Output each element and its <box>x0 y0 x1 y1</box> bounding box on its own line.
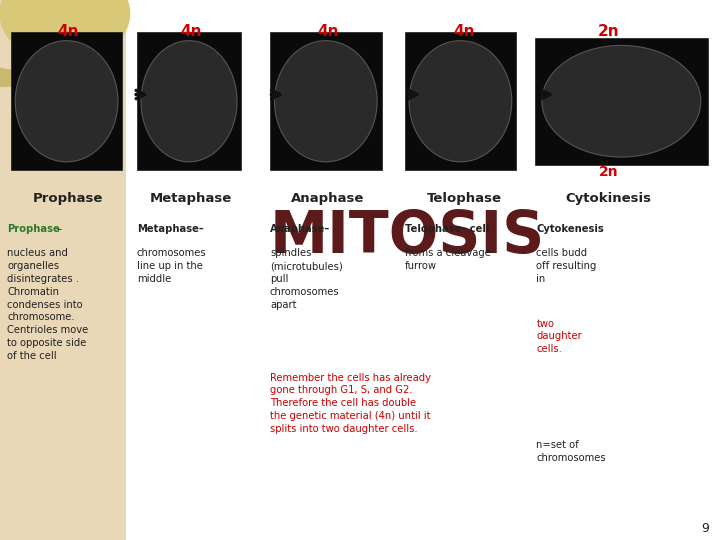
Text: Remember the cells has already
gone through G1, S, and G2.
Therefore the cell ha: Remember the cells has already gone thro… <box>270 373 431 434</box>
Text: cells budd
off resulting
in: cells budd off resulting in <box>536 248 597 284</box>
Text: spindles
(microtubules)
pull
chromosomes
apart: spindles (microtubules) pull chromosomes… <box>270 248 343 309</box>
Bar <box>535 38 708 165</box>
Text: MITOSIS: MITOSIS <box>269 208 544 265</box>
Text: n=set of
chromosomes: n=set of chromosomes <box>536 440 606 463</box>
Text: 4n: 4n <box>317 24 338 39</box>
Bar <box>405 32 516 170</box>
Text: Anaphase–: Anaphase– <box>270 224 330 234</box>
Text: Metaphase–: Metaphase– <box>137 224 204 234</box>
Text: Anaphase: Anaphase <box>291 192 364 205</box>
Bar <box>270 32 382 170</box>
Ellipse shape <box>141 40 237 162</box>
Text: 2n: 2n <box>598 165 618 179</box>
Circle shape <box>0 0 115 86</box>
Text: 4n: 4n <box>180 24 202 39</box>
Ellipse shape <box>409 40 512 162</box>
Text: nucleus and
organelles
disintegrates .
Chromatin
condenses into
chromosome.
Cent: nucleus and organelles disintegrates . C… <box>7 248 89 361</box>
Text: 2n: 2n <box>598 24 619 39</box>
Circle shape <box>0 0 130 62</box>
Text: Telophase: Telophase <box>427 192 502 205</box>
Ellipse shape <box>15 40 118 162</box>
Text: 9: 9 <box>701 522 709 535</box>
Ellipse shape <box>542 45 701 157</box>
Ellipse shape <box>274 40 377 162</box>
Text: Metaphase: Metaphase <box>150 192 232 205</box>
Bar <box>11 32 122 170</box>
Bar <box>0 0 126 540</box>
Text: Cytokenesis: Cytokenesis <box>536 224 604 234</box>
Text: –: – <box>54 224 62 234</box>
Text: 4n: 4n <box>58 24 79 39</box>
Text: Telophase– cell: Telophase– cell <box>405 224 489 234</box>
Text: Cytokinesis: Cytokinesis <box>565 192 652 205</box>
Text: froms a cleavage
furrow: froms a cleavage furrow <box>405 248 490 271</box>
Circle shape <box>0 0 122 70</box>
Text: two
daughter
cells.: two daughter cells. <box>536 319 582 354</box>
Text: Prophase: Prophase <box>7 224 60 234</box>
Text: 4n: 4n <box>454 24 475 39</box>
Text: chromosomes
line up in the
middle: chromosomes line up in the middle <box>137 248 207 284</box>
Text: Prophase: Prophase <box>33 192 104 205</box>
Bar <box>137 32 241 170</box>
